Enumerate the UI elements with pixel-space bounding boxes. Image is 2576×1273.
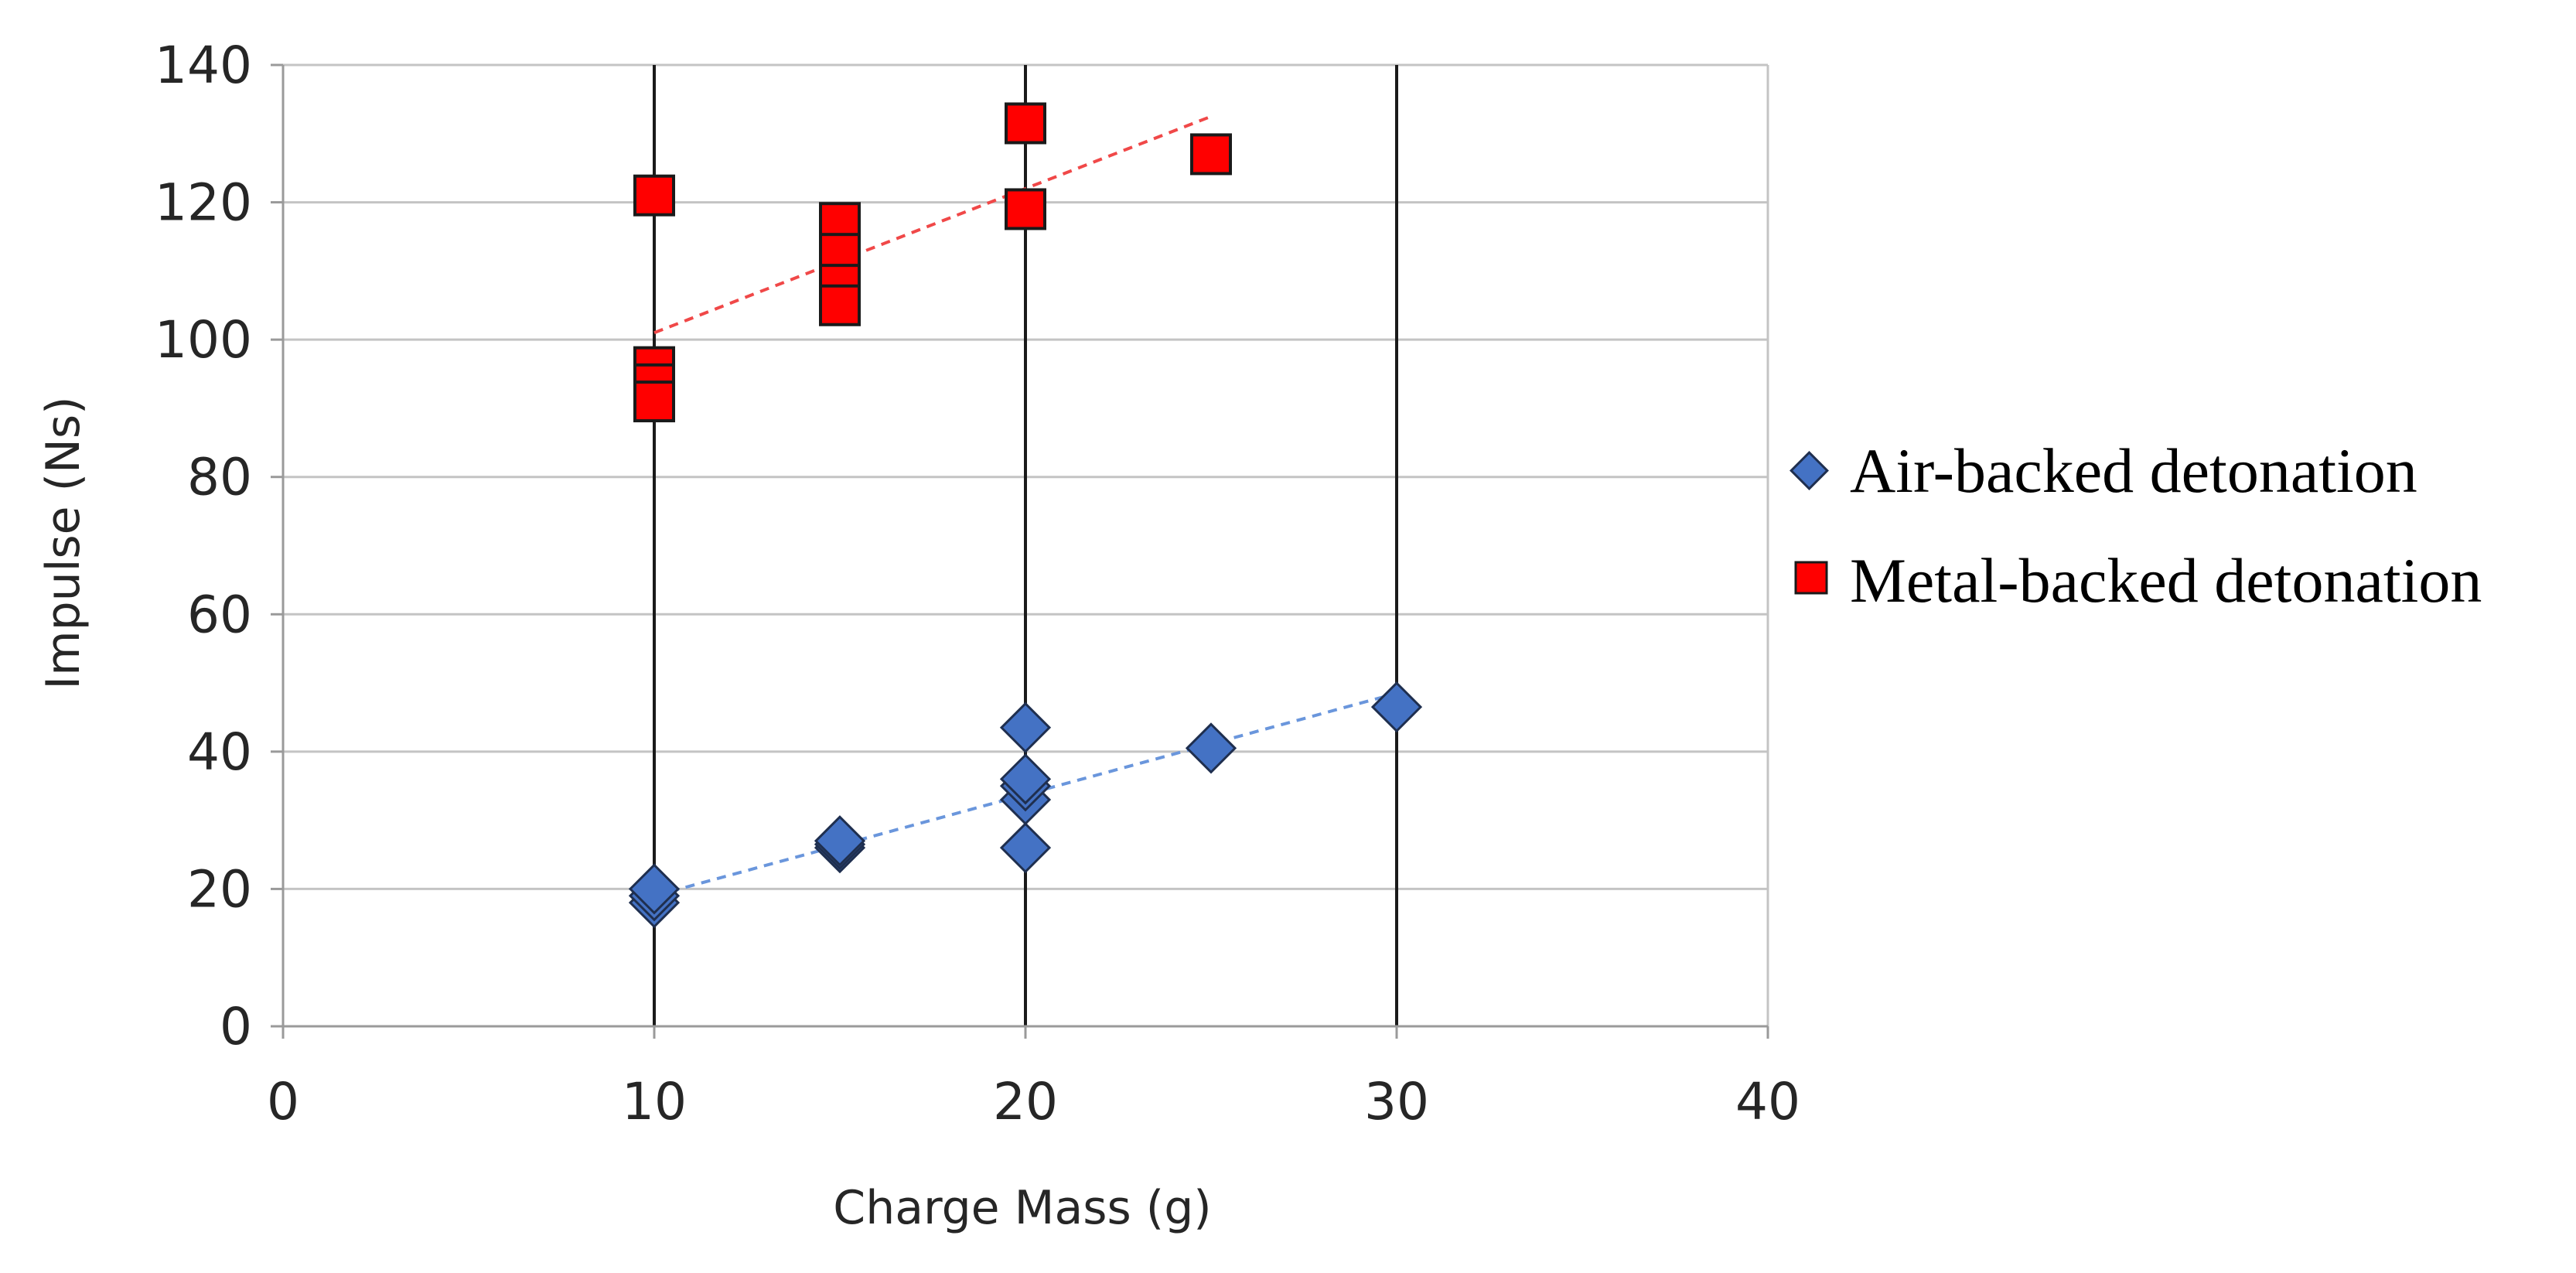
x-tick-label: 10 bbox=[622, 1072, 687, 1131]
axes bbox=[271, 63, 1769, 1039]
legend-marker-square bbox=[1794, 561, 1828, 595]
y-tick-label: 140 bbox=[155, 36, 252, 95]
y-axis-title: Impulse (Ns) bbox=[36, 396, 90, 689]
data-point-diamond bbox=[628, 863, 681, 915]
data-point-diamond bbox=[1185, 722, 1237, 774]
trendline bbox=[653, 114, 1212, 335]
data-point-diamond bbox=[999, 753, 1052, 805]
y-tick-label: 80 bbox=[187, 448, 252, 507]
y-tick-label: 20 bbox=[187, 859, 252, 919]
data-point-square bbox=[1005, 188, 1046, 230]
data-point-diamond bbox=[814, 815, 866, 867]
data-point-square bbox=[633, 381, 675, 423]
data-point-square bbox=[633, 174, 675, 217]
legend: Air-backed detonation Metal-backed deton… bbox=[1790, 435, 2482, 616]
y-tick-label: 100 bbox=[155, 310, 252, 370]
data-point-square bbox=[1190, 133, 1232, 176]
x-tick-label: 30 bbox=[1364, 1072, 1429, 1131]
trendline bbox=[653, 691, 1397, 898]
y-tick-label: 0 bbox=[220, 997, 252, 1056]
y-tick-label: 120 bbox=[155, 173, 252, 233]
x-tick-label: 0 bbox=[267, 1072, 299, 1131]
legend-item-air-backed: Air-backed detonation bbox=[1790, 435, 2417, 506]
data-points bbox=[628, 102, 1423, 929]
legend-marker-diamond bbox=[1790, 451, 1829, 490]
trendlines bbox=[653, 114, 1397, 898]
data-point-square bbox=[1005, 102, 1046, 145]
data-point-diamond bbox=[999, 701, 1052, 753]
legend-label-metal-backed: Metal-backed detonation bbox=[1850, 545, 2482, 616]
legend-label-air-backed: Air-backed detonation bbox=[1850, 435, 2417, 506]
y-tick-label: 40 bbox=[187, 722, 252, 782]
data-point-diamond bbox=[999, 822, 1052, 874]
x-tick-label: 40 bbox=[1735, 1072, 1800, 1131]
tick-labels: 0 20 40 60 80 100 120 140 0 10 20 30 40 bbox=[155, 36, 1800, 1131]
legend-item-metal-backed: Metal-backed detonation bbox=[1794, 545, 2482, 616]
data-point-square bbox=[819, 284, 861, 326]
x-axis-title: Charge Mass (g) bbox=[833, 1181, 1211, 1235]
y-tick-label: 60 bbox=[187, 585, 252, 644]
x-tick-label: 20 bbox=[993, 1072, 1058, 1131]
data-point-diamond bbox=[1370, 681, 1423, 733]
